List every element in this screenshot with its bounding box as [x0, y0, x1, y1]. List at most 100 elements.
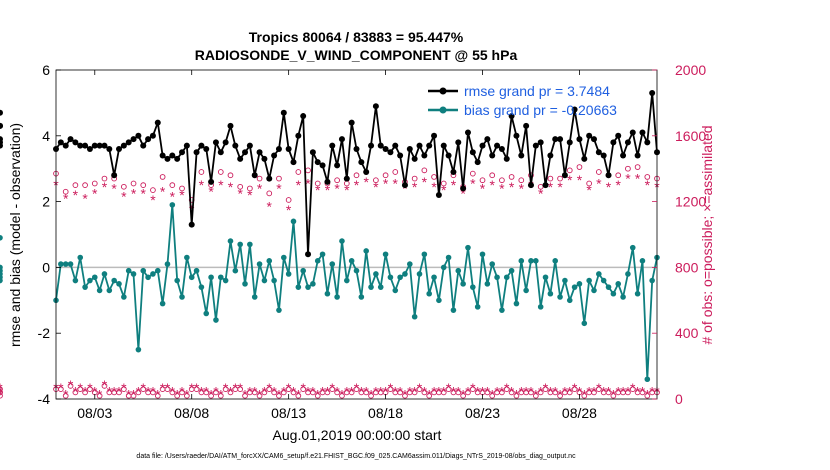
obs-bottom-possible-marker	[222, 386, 229, 392]
obs-bottom-possible-marker	[193, 386, 200, 392]
obs-bottom-assimilated-marker: *	[102, 377, 108, 393]
obs-bottom-assimilated-marker: *	[480, 383, 486, 399]
obs-bottom-possible-marker	[261, 389, 268, 396]
rmse-point	[343, 175, 350, 182]
obs-bottom-possible-marker	[266, 386, 273, 392]
obs-bottom-assimilated-marker: *	[0, 380, 3, 396]
obs-bottom-assimilated-marker: *	[170, 383, 176, 399]
obs-bottom-assimilated-marker: *	[208, 387, 214, 403]
rmse-point	[314, 159, 321, 166]
bias-point	[465, 244, 471, 251]
bias-point	[96, 287, 103, 294]
obs-bottom-possible-marker	[140, 386, 147, 392]
obs-assimilated-marker: *	[499, 180, 505, 196]
rmse-point	[377, 142, 384, 149]
bias-point	[348, 258, 355, 264]
obs-assimilated-marker: *	[218, 177, 224, 193]
obs-bottom-possible-marker	[426, 392, 433, 399]
bias-point	[227, 238, 234, 244]
obs-assimilated-marker: *	[267, 199, 273, 215]
obs-assimilated-marker: *	[63, 190, 69, 206]
bias-point	[140, 267, 147, 274]
obs-bottom-assimilated-marker: *	[494, 383, 500, 399]
obs-bottom-possible-marker	[411, 389, 418, 396]
bias-point	[237, 241, 243, 248]
obs-bottom-assimilated-marker: *	[606, 383, 612, 399]
chart-title-line1: Tropics 80064 / 83883 = 95.447%	[249, 29, 464, 45]
bias-point	[634, 290, 641, 297]
obs-assimilated-marker: *	[451, 177, 457, 193]
obs-assimilated-marker: *	[257, 180, 263, 196]
obs-bottom-possible-marker	[276, 392, 282, 399]
rmse-point	[227, 122, 234, 129]
obs-bottom-possible-marker	[513, 392, 520, 399]
left-y-tick-label: 0	[42, 259, 50, 275]
obs-possible-marker	[644, 174, 651, 180]
obs-bottom-assimilated-marker: *	[368, 387, 374, 403]
obs-assimilated-marker: *	[615, 177, 621, 193]
bias-point	[169, 202, 176, 208]
bias-point	[629, 244, 636, 251]
rmse-point	[382, 145, 389, 152]
rmse-point	[116, 145, 123, 152]
obs-bottom-assimilated-marker: *	[247, 383, 253, 399]
obs-bottom-possible-marker	[324, 389, 331, 396]
obs-possible-marker	[547, 175, 554, 182]
rmse-point	[426, 142, 433, 149]
obs-bottom-assimilated-marker: *	[426, 387, 432, 403]
obs-bottom-assimilated-marker: *	[228, 383, 234, 399]
obs-assimilated-marker: *	[519, 180, 525, 196]
left-y-tick-label: 6	[42, 62, 50, 78]
obs-possible-marker	[295, 169, 302, 175]
obs-bottom-possible-marker	[339, 392, 345, 399]
rmse-point	[212, 139, 219, 146]
right-y-axis-label: # of obs: o=possible; ×=assimilated	[699, 125, 715, 344]
obs-possible-marker	[82, 182, 88, 189]
obs-bottom-assimilated-marker: *	[557, 387, 563, 403]
obs-bottom-assimilated-marker: *	[601, 383, 607, 399]
right-y-tick-label: 800	[675, 259, 699, 275]
bias-point	[566, 297, 573, 304]
rmse-point	[649, 90, 656, 97]
obs-assimilated-marker: *	[596, 176, 602, 192]
obs-possible-marker	[159, 174, 166, 180]
bias-point	[125, 267, 132, 274]
obs-assimilated-marker: *	[150, 192, 156, 208]
obs-bottom-assimilated-marker: *	[339, 387, 345, 403]
obs-bottom-possible-marker	[237, 386, 244, 392]
obs-assimilated-marker: *	[111, 180, 117, 196]
rmse-point	[397, 152, 404, 159]
bias-point	[247, 241, 253, 248]
obs-bottom-possible-marker	[121, 386, 127, 392]
obs-assimilated-marker: *	[489, 177, 495, 193]
bias-point	[571, 284, 578, 290]
obs-bottom-assimilated-marker: *	[649, 383, 655, 399]
rmse-point	[474, 159, 481, 166]
bias-point	[411, 313, 418, 320]
obs-assimilated-marker: *	[480, 180, 486, 196]
bias-point	[445, 254, 452, 261]
obs-bottom-assimilated-marker: *	[562, 383, 568, 399]
obs-bottom-possible-marker	[130, 392, 137, 399]
left-y-axis-label: rmse and bias (model - observation)	[7, 123, 23, 347]
x-tick-label: 08/08	[174, 405, 209, 421]
obs-possible-marker	[576, 164, 583, 170]
obs-bottom-possible-marker	[595, 386, 602, 392]
obs-bottom-assimilated-marker: *	[179, 383, 185, 399]
bias-point	[440, 264, 447, 271]
bias-point	[305, 284, 311, 290]
obs-assimilated-marker: *	[422, 174, 428, 190]
obs-assimilated-marker: *	[431, 179, 437, 195]
obs-assimilated-marker: *	[548, 179, 554, 195]
bias-point	[397, 274, 403, 281]
rmse-point	[222, 139, 229, 146]
obs-bottom-assimilated-marker: *	[305, 383, 311, 399]
rmse-point	[450, 168, 457, 175]
obs-bottom-assimilated-marker: *	[577, 383, 583, 399]
rmse-point	[169, 152, 176, 159]
left-y-tick-label: 2	[42, 194, 50, 210]
obs-possible-marker	[266, 190, 273, 197]
rmse-point	[334, 162, 341, 169]
x-tick-label: 08/28	[562, 405, 597, 421]
obs-bottom-possible-marker	[271, 389, 277, 396]
